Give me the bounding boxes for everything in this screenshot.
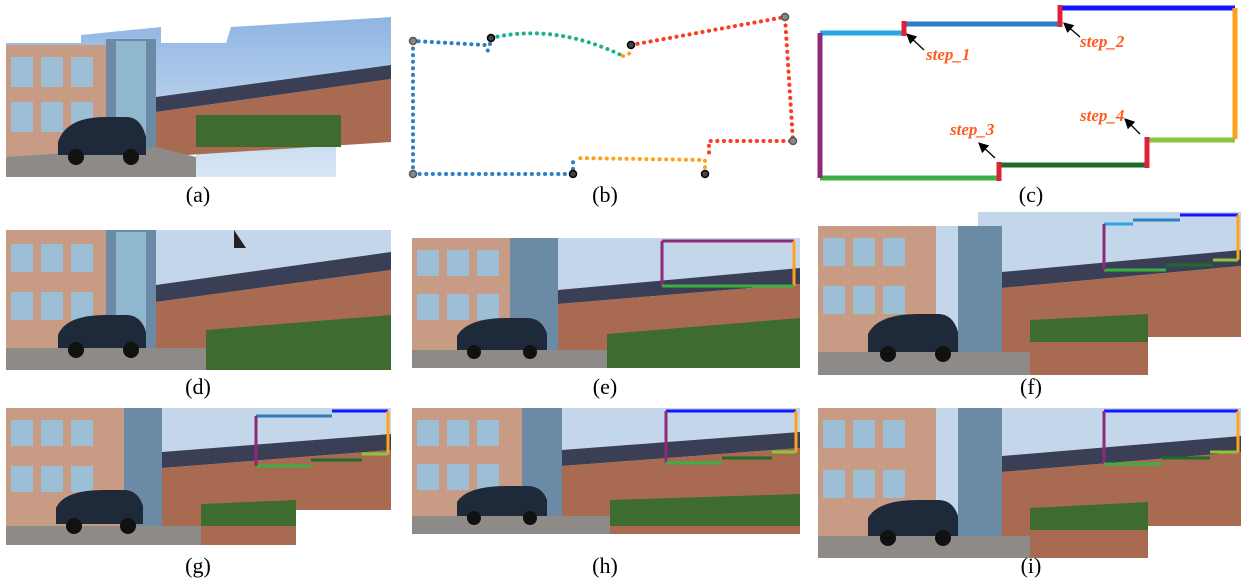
photo-i xyxy=(818,408,1241,558)
boundary-dotted-outline xyxy=(408,12,798,179)
panel-i-result-image xyxy=(818,408,1241,558)
panel-e-result-image xyxy=(412,238,800,368)
panel-d-rectangled-image xyxy=(6,230,391,370)
caption-d: (d) xyxy=(185,374,211,399)
step-arrows xyxy=(906,22,1141,159)
caption-f: (f) xyxy=(1020,374,1042,399)
overlay-edges-h xyxy=(664,409,798,465)
stitched-photo-a xyxy=(6,17,391,177)
panel-f-result-image xyxy=(818,212,1241,375)
label-step-1: step_1 xyxy=(925,45,970,64)
photo-h xyxy=(412,408,800,534)
step-boundary-diagram: step_1 step_2 step_3 step_4 xyxy=(817,5,1238,181)
caption-h: (h) xyxy=(592,553,618,578)
caption-g: (g) xyxy=(185,553,211,578)
overlay-edges-e xyxy=(660,239,796,288)
boundary-segment-blue-bottom xyxy=(411,156,575,176)
overlay-edges-g xyxy=(254,409,390,468)
boundary-segment-blue xyxy=(411,36,493,176)
photo-d xyxy=(6,230,391,370)
caption-a: (a) xyxy=(185,182,211,207)
caption-e: (e) xyxy=(592,374,618,399)
boundary-segment-teal xyxy=(489,31,625,58)
step-markers xyxy=(901,5,1150,181)
label-step-3: step_3 xyxy=(949,120,995,139)
photo-e xyxy=(412,238,800,368)
label-step-4: step_4 xyxy=(1079,106,1124,125)
photo-g xyxy=(6,408,391,545)
panel-g-result-image xyxy=(6,408,391,545)
photo-f xyxy=(818,212,1241,375)
caption-c: (c) xyxy=(1018,182,1044,207)
label-step-2: step_2 xyxy=(1079,32,1125,51)
panel-a-stitched-image xyxy=(6,17,391,177)
boundary-segment-orange xyxy=(573,50,707,176)
overlay-edges-i xyxy=(1102,409,1240,466)
caption-b: (b) xyxy=(592,182,618,207)
overlay-edges-f xyxy=(1102,213,1240,272)
boundary-segment-red xyxy=(629,14,796,156)
boundary-corner-markers xyxy=(408,12,798,179)
panel-b-boundary-diagram xyxy=(405,8,800,188)
panel-c-step-diagram: step_1 step_2 step_3 step_4 xyxy=(812,0,1241,190)
caption-i: (i) xyxy=(1020,553,1042,578)
panel-h-result-image xyxy=(412,408,800,534)
